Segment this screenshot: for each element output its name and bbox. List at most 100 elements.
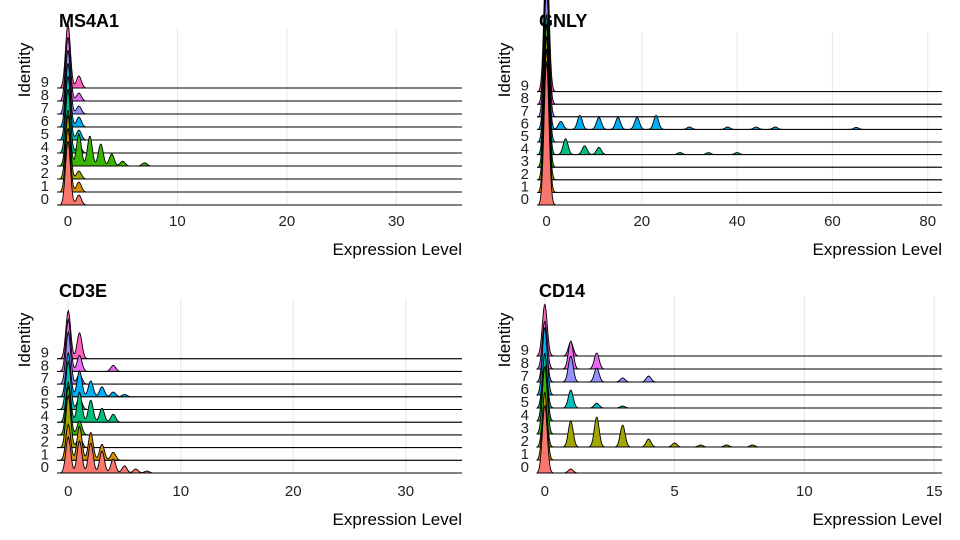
- x-tick-label-2: 20: [285, 483, 302, 500]
- y-tick-label-0: 0: [521, 191, 529, 208]
- ridge-9: [537, 0, 942, 93]
- ridge-8: [535, 320, 942, 370]
- x-tick-label-1: 10: [169, 213, 186, 230]
- ridge-8: [57, 37, 462, 102]
- x-tick-label-0: 0: [541, 483, 549, 500]
- y-axis-label: Identity: [495, 42, 514, 97]
- ridge-7: [57, 330, 462, 385]
- y-tick-label-7: 7: [521, 103, 529, 120]
- x-tick-label-1: 5: [670, 483, 678, 500]
- y-tick-label-3: 3: [41, 152, 49, 169]
- y-tick-label-8: 8: [41, 87, 49, 104]
- x-axis-label: Expression Level: [813, 510, 942, 529]
- y-tick-label-5: 5: [521, 394, 529, 411]
- x-axis-label: Expression Level: [813, 240, 942, 259]
- y-tick-label-2: 2: [41, 165, 49, 182]
- y-tick-label-9: 9: [521, 342, 529, 359]
- ridge-2: [57, 115, 462, 180]
- ridge-9: [57, 309, 462, 360]
- ridge-0: [537, 61, 942, 206]
- x-tick-label-0: 0: [64, 483, 72, 500]
- panel-title: GNLY: [539, 11, 587, 31]
- ridge-9: [535, 303, 942, 357]
- ridge-3: [57, 110, 462, 167]
- ridge-6: [537, 17, 942, 130]
- y-tick-label-1: 1: [521, 446, 529, 463]
- x-tick-label-1: 10: [172, 483, 189, 500]
- y-tick-label-4: 4: [41, 408, 49, 425]
- ridge-8: [537, 0, 942, 105]
- ridge-6: [57, 351, 462, 398]
- y-tick-label-3: 3: [521, 420, 529, 437]
- y-tick-label-0: 0: [41, 191, 49, 208]
- ridge-9: [57, 24, 462, 89]
- panel-title: CD14: [539, 281, 585, 301]
- y-tick-label-4: 4: [521, 407, 529, 424]
- x-tick-label-2: 20: [279, 213, 296, 230]
- y-tick-label-4: 4: [41, 139, 49, 156]
- x-tick-label-3: 30: [388, 213, 405, 230]
- x-tick-label-3: 60: [824, 213, 841, 230]
- y-tick-label-6: 6: [41, 383, 49, 400]
- x-tick-label-4: 80: [919, 213, 936, 230]
- y-tick-label-3: 3: [41, 421, 49, 438]
- ridge-7: [57, 50, 462, 115]
- x-tick-label-0: 0: [542, 213, 550, 230]
- ridge-1: [57, 423, 462, 461]
- y-axis-label: Identity: [15, 312, 34, 367]
- y-tick-label-5: 5: [41, 126, 49, 143]
- y-tick-label-8: 8: [521, 90, 529, 107]
- ridge-0: [57, 435, 462, 474]
- y-tick-label-7: 7: [41, 100, 49, 117]
- ridge-1: [57, 128, 462, 193]
- x-tick-label-3: 30: [397, 483, 414, 500]
- ridge-6: [57, 63, 462, 128]
- ridge-5: [57, 360, 462, 410]
- y-tick-label-6: 6: [521, 115, 529, 132]
- x-axis-label: Expression Level: [333, 510, 462, 529]
- x-tick-label-2: 10: [796, 483, 813, 500]
- panel-title: MS4A1: [59, 11, 119, 31]
- x-tick-label-3: 15: [926, 483, 943, 500]
- x-axis-label: Expression Level: [333, 240, 462, 259]
- ridge-3: [537, 23, 942, 168]
- x-tick-label-0: 0: [64, 213, 72, 230]
- y-tick-label-9: 9: [41, 345, 49, 362]
- y-tick-label-1: 1: [521, 178, 529, 195]
- y-tick-label-7: 7: [41, 370, 49, 387]
- ridge-4: [57, 380, 462, 423]
- ridge-3: [57, 385, 462, 436]
- y-tick-label-7: 7: [521, 368, 529, 385]
- ridge-5: [57, 76, 462, 141]
- ridge-7: [537, 0, 942, 118]
- y-tick-label-8: 8: [41, 357, 49, 374]
- y-tick-label-3: 3: [521, 153, 529, 170]
- x-tick-label-2: 40: [729, 213, 746, 230]
- y-tick-label-0: 0: [521, 459, 529, 476]
- y-tick-label-2: 2: [521, 166, 529, 183]
- y-tick-label-8: 8: [521, 355, 529, 372]
- y-axis-label: Identity: [15, 42, 34, 97]
- y-tick-label-6: 6: [41, 113, 49, 130]
- ridge-2: [537, 36, 942, 181]
- y-axis-label: Identity: [495, 312, 514, 367]
- y-tick-label-5: 5: [521, 128, 529, 145]
- y-tick-label-2: 2: [41, 434, 49, 451]
- y-tick-label-1: 1: [41, 446, 49, 463]
- y-tick-label-9: 9: [41, 74, 49, 91]
- y-tick-label-9: 9: [521, 78, 529, 95]
- y-tick-label-2: 2: [521, 433, 529, 450]
- y-tick-label-5: 5: [41, 396, 49, 413]
- y-tick-label-0: 0: [41, 459, 49, 476]
- y-tick-label-4: 4: [521, 141, 529, 158]
- ridge-0: [57, 141, 462, 206]
- y-tick-label-1: 1: [41, 178, 49, 195]
- panel-title: CD3E: [59, 281, 107, 301]
- y-tick-label-6: 6: [521, 381, 529, 398]
- ridge-4: [57, 89, 462, 154]
